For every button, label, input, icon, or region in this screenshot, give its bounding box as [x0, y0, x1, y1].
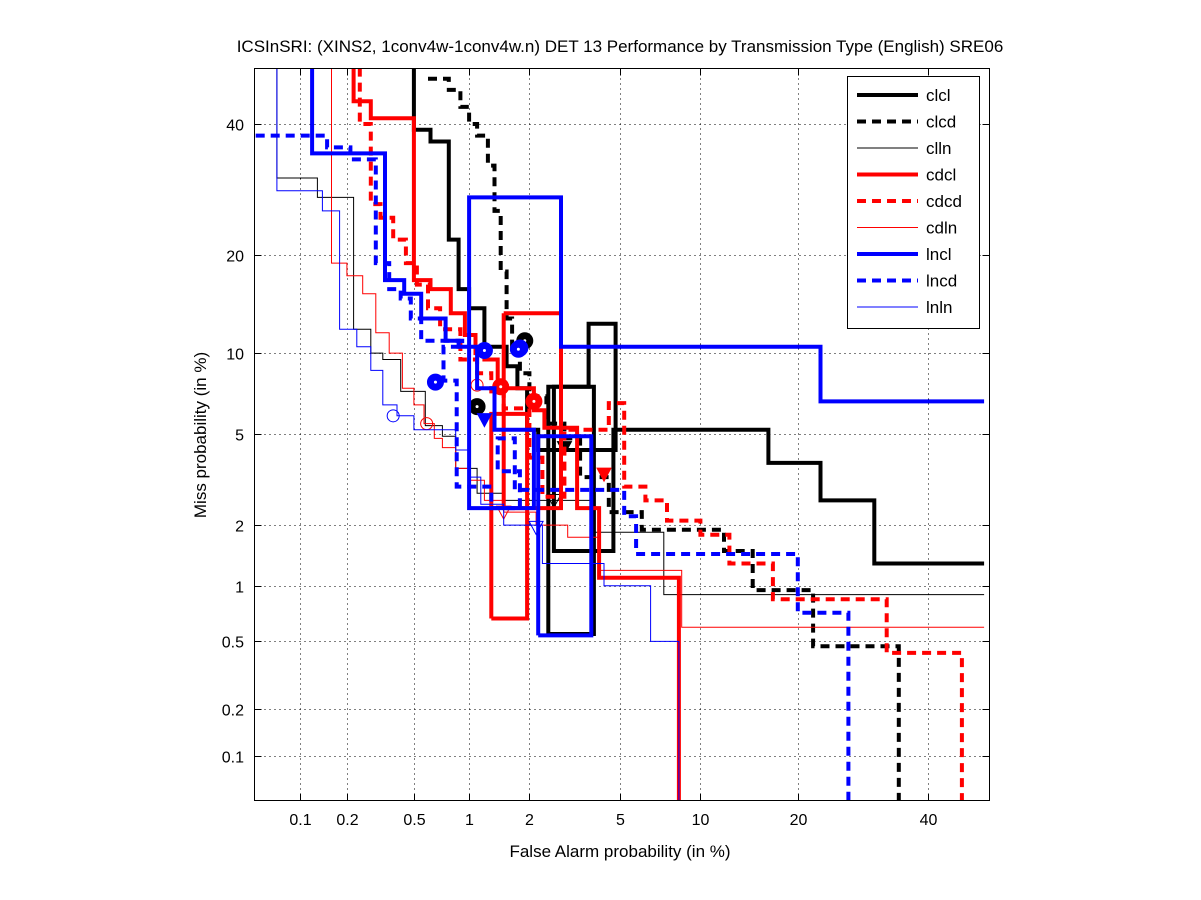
legend-item-cdcd: cdcd	[857, 192, 962, 211]
det-curve-lnln	[276, 68, 680, 800]
legend-item-cdln: cdln	[857, 219, 957, 238]
det-curve-cdcl-segment	[489, 411, 530, 621]
y-tick-label: 40	[226, 118, 244, 135]
y-tick-label: 5	[235, 428, 244, 445]
legend-box	[847, 76, 980, 329]
x-tick-label: 5	[616, 812, 625, 829]
legend-item-clcl: clcl	[857, 86, 951, 105]
y-tick-label: 1	[235, 580, 244, 597]
legend: clcl clcd clln cdcl cdcd cdln lncl lncd lnln	[847, 76, 980, 329]
det-curve-lncl-segment	[536, 434, 594, 638]
x-tick-label: 40	[920, 812, 938, 829]
det-curve-cdln	[331, 68, 985, 628]
legend-label: clcd	[926, 113, 956, 132]
marker-center	[475, 405, 479, 409]
legend-item-clln: clln	[857, 139, 952, 158]
marker-center	[516, 347, 520, 351]
det-curve-clcd	[428, 76, 901, 800]
x-tick-label: 0.5	[403, 812, 425, 829]
legend-label: cdcd	[926, 192, 962, 211]
det-curve-clln	[276, 68, 985, 596]
y-tick-label: 20	[226, 249, 244, 266]
marker-center	[482, 349, 486, 353]
legend-item-lncd: lncd	[857, 272, 957, 291]
x-tick-label: 10	[692, 812, 710, 829]
series-lncl	[310, 68, 985, 638]
y-tick-label: 2	[235, 519, 244, 536]
act-dcf-marker	[546, 493, 562, 509]
act-dcf-marker	[476, 413, 493, 428]
y-axis-label: Miss probability (in %)	[191, 352, 210, 518]
legend-label: lncl	[926, 245, 952, 264]
marker-center	[499, 385, 503, 389]
legend-label: lnln	[926, 298, 952, 317]
x-tick-label: 0.1	[289, 812, 311, 829]
x-tick-label: 0.2	[336, 812, 358, 829]
legend-label: cdln	[926, 219, 957, 238]
series-cdcd	[357, 68, 964, 800]
det-curve-cdcd	[357, 68, 964, 800]
series-lncd	[255, 133, 851, 800]
legend-item-lncl: lncl	[857, 245, 952, 264]
x-axis-label: False Alarm probability (in %)	[509, 842, 730, 861]
y-tick-label: 0.5	[222, 635, 244, 652]
y-axis-ticks: 0.1 0.2 0.5 1 2 5 10 20 40	[222, 118, 990, 767]
legend-label: cdcl	[926, 166, 956, 185]
y-tick-label: 10	[226, 347, 244, 364]
min-dcf-marker	[386, 409, 400, 423]
x-tick-label: 1	[465, 812, 474, 829]
x-tick-label: 20	[790, 812, 808, 829]
legend-label: clln	[926, 139, 952, 158]
marker-center	[532, 399, 536, 403]
chart-title: ICSInSRI: (XINS2, 1conv4w-1conv4w.n) DET…	[237, 37, 1004, 56]
x-tick-label: 2	[525, 812, 534, 829]
act-dcf-marker	[596, 467, 612, 483]
legend-label: clcl	[926, 86, 951, 105]
det-curve-cdcl-segment	[501, 311, 563, 511]
x-axis-ticks: 0.1 0.2 0.5 1 2 5 10 20 40	[289, 68, 938, 829]
legend-item-lnln: lnln	[857, 298, 952, 317]
legend-item-cdcl: cdcl	[857, 166, 956, 185]
marker-center	[433, 380, 437, 384]
y-tick-label: 0.2	[222, 703, 244, 720]
series-clln	[276, 68, 985, 596]
legend-item-clcd: clcd	[857, 113, 956, 132]
legend-label: lncd	[926, 272, 957, 291]
y-tick-label: 0.1	[222, 750, 244, 767]
series-lnln	[276, 68, 680, 800]
act-dcf-marker	[528, 520, 544, 536]
series-clcd	[428, 76, 901, 800]
curves	[255, 68, 985, 800]
